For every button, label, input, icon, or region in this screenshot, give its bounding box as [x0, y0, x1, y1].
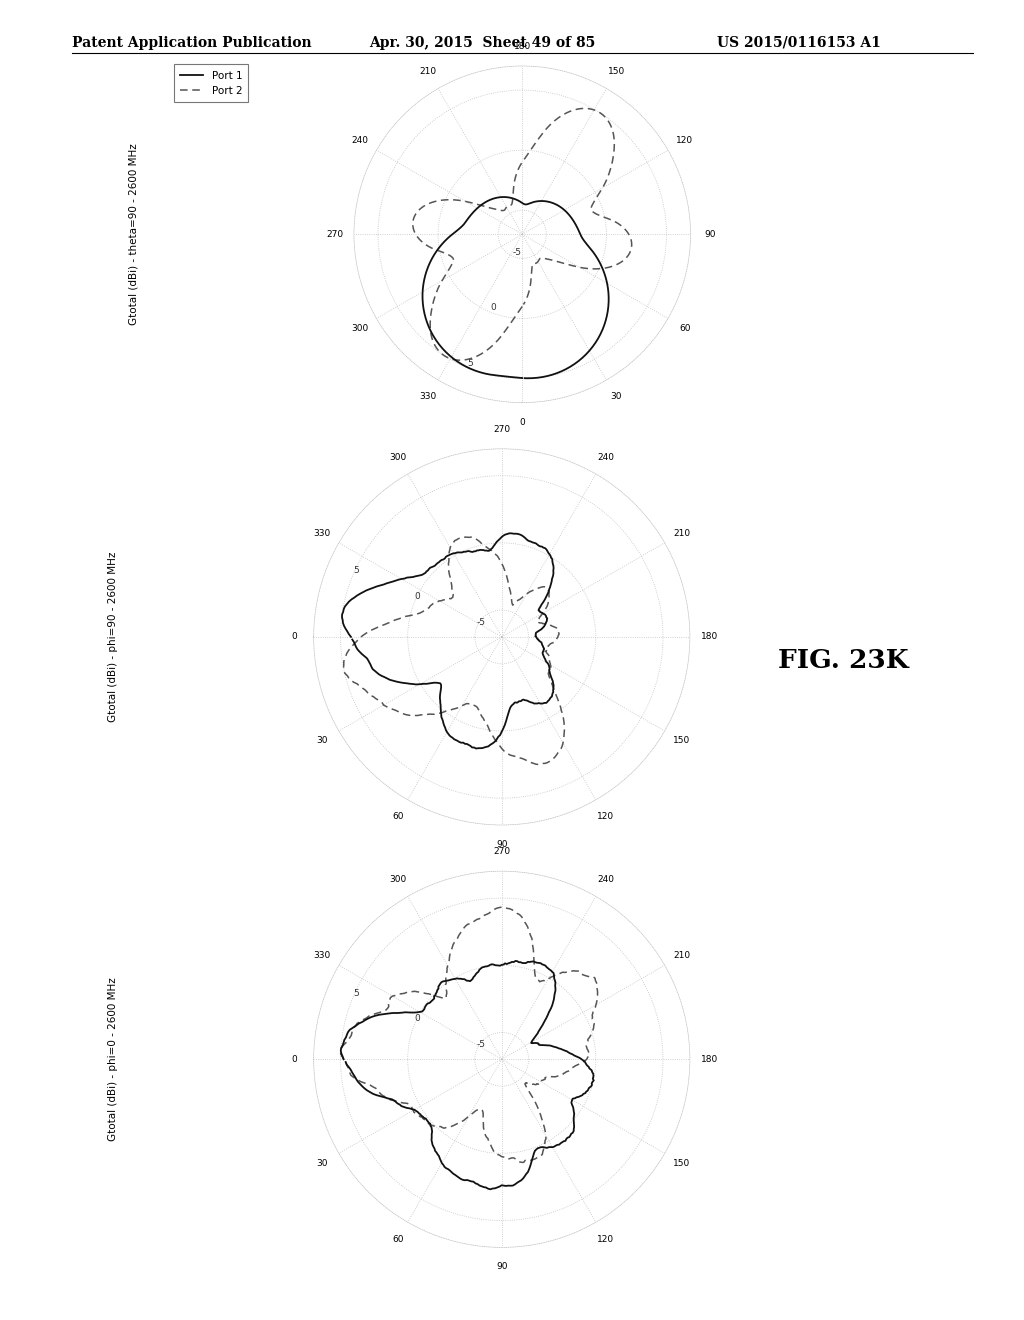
- Text: Apr. 30, 2015  Sheet 49 of 85: Apr. 30, 2015 Sheet 49 of 85: [369, 36, 595, 50]
- Text: Gtotal (dBi) - theta=90 - 2600 MHz: Gtotal (dBi) - theta=90 - 2600 MHz: [128, 144, 138, 325]
- Text: Gtotal (dBi) - phi=0 - 2600 MHz: Gtotal (dBi) - phi=0 - 2600 MHz: [108, 977, 118, 1142]
- Text: US 2015/0116153 A1: US 2015/0116153 A1: [717, 36, 881, 50]
- Text: Gtotal (dBi) - phi=90 - 2600 MHz: Gtotal (dBi) - phi=90 - 2600 MHz: [108, 552, 118, 722]
- Text: Patent Application Publication: Patent Application Publication: [72, 36, 311, 50]
- Text: FIG. 23K: FIG. 23K: [778, 648, 909, 672]
- Legend: Port 1, Port 2: Port 1, Port 2: [174, 65, 249, 102]
